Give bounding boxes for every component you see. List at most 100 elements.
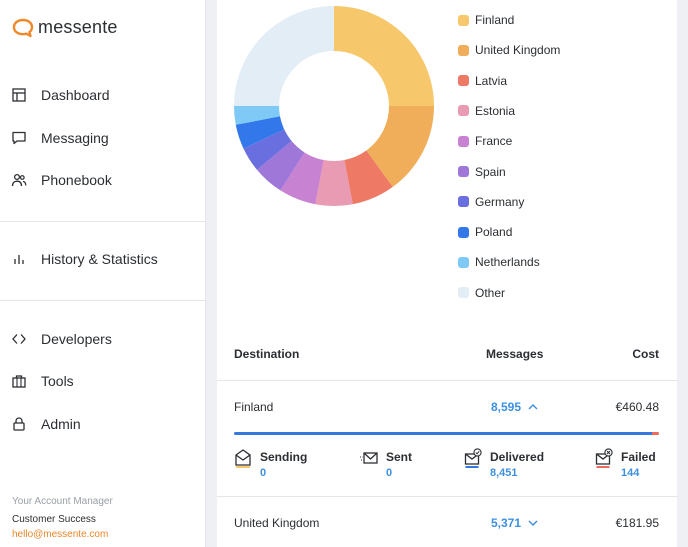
legend-item-netherlands[interactable]: Netherlands [458, 254, 540, 270]
row-divider [217, 380, 677, 381]
legend-label: Germany [475, 194, 525, 209]
donut-slice-netherlands[interactable] [234, 106, 280, 125]
legend-swatch [458, 135, 469, 147]
sidebar-item-label: Admin [41, 416, 81, 432]
legend-swatch [458, 14, 469, 26]
messages-count: 8,595 [491, 400, 522, 414]
donut-slice-poland[interactable] [235, 116, 285, 149]
envelope-sending-icon [235, 449, 251, 468]
sidebar-item-label: History & Statistics [41, 251, 158, 267]
legend-label: Poland [475, 225, 513, 240]
status-value: 144 [621, 467, 640, 479]
sidebar-item-developers[interactable]: Developers [0, 321, 205, 357]
lock-icon [13, 417, 25, 431]
envelope-failed-icon [595, 448, 613, 468]
column-header-cost: Cost [632, 347, 659, 361]
legend-item-france[interactable]: France [458, 133, 512, 149]
messages-count-toggle[interactable]: 8,595 [491, 400, 539, 414]
legend-item-spain[interactable]: Spain [458, 164, 506, 180]
dashboard-icon [12, 88, 26, 102]
legend-item-germany[interactable]: Germany [458, 194, 524, 210]
status-label: Sending [260, 450, 308, 464]
progress-failed-fill [651, 432, 659, 435]
legend-label: Spain [475, 164, 506, 179]
status-label: Sent [386, 450, 413, 464]
donut-slice-france[interactable] [280, 152, 324, 205]
legend-swatch [458, 166, 469, 177]
chevron-up-icon [528, 404, 538, 410]
sidebar-item-admin[interactable]: Admin [0, 406, 205, 442]
legend-item-other[interactable]: Other [458, 285, 505, 301]
legend-swatch [458, 44, 469, 56]
status-label: Delivered [490, 450, 545, 464]
row-divider [217, 496, 677, 497]
briefcase-icon [12, 375, 26, 388]
legend-item-latvia[interactable]: Latvia [458, 73, 507, 89]
sidebar-item-tools[interactable]: Tools [0, 363, 205, 399]
sidebar-item-label: Developers [41, 331, 112, 347]
progress-delivered-fill [234, 432, 652, 435]
sidebar-item-label: Tools [41, 373, 74, 389]
sidebar-item-phonebook[interactable]: Phonebook [0, 162, 205, 198]
messente-logo[interactable]: messente [12, 17, 118, 38]
legend-label: Latvia [475, 73, 508, 88]
sidebar-divider [0, 300, 205, 301]
legend-swatch [458, 256, 469, 268]
legend-item-finland[interactable]: Finland [458, 12, 514, 28]
destination-country: United Kingdom [234, 516, 320, 530]
sidebar-divider [0, 221, 205, 222]
legend-swatch [458, 196, 469, 208]
chevron-down-icon [528, 520, 538, 526]
legend-swatch [458, 226, 469, 238]
status-value: 0 [260, 467, 267, 479]
envelope-delivered-icon [464, 448, 482, 468]
legend-label: Netherlands [475, 255, 540, 270]
legend-label: United Kingdom [475, 43, 561, 58]
donut-slice-other[interactable] [234, 6, 334, 106]
cost-value: €460.48 [615, 400, 659, 414]
sidebar-item-label: Dashboard [41, 87, 110, 103]
donut-slice-finland[interactable] [334, 6, 434, 106]
main-content: Finland United Kingdom Latvia Estonia France… [217, 0, 677, 547]
column-header-destination: Destination [234, 347, 300, 361]
account-manager-email-link[interactable]: hello@messente.com [12, 529, 109, 540]
destination-country: Finland [234, 400, 274, 414]
account-manager-name: Customer Success [12, 514, 96, 525]
cost-value: €181.95 [615, 516, 659, 530]
sidebar-item-history-statistics[interactable]: History & Statistics [0, 241, 205, 277]
legend-label: Finland [475, 13, 515, 27]
legend-item-united-kingdom[interactable]: United Kingdom [458, 42, 560, 58]
donut-slice-estonia[interactable] [315, 160, 353, 206]
envelope-sent-icon [360, 452, 378, 464]
legend-item-poland[interactable]: Poland [458, 224, 512, 240]
legend-swatch [458, 287, 469, 299]
messages-count-toggle[interactable]: 5,371 [491, 516, 539, 530]
bar-chart-icon [14, 255, 24, 264]
code-icon [12, 334, 26, 344]
account-manager-title: Your Account Manager [12, 496, 113, 507]
donut-slice-latvia[interactable] [344, 150, 393, 205]
status-label: Failed [621, 450, 656, 464]
destination-donut-chart [234, 6, 434, 206]
donut-slice-spain[interactable] [256, 141, 305, 191]
donut-slice-united-kingdom[interactable] [366, 106, 434, 187]
legend-label: Estonia [475, 103, 516, 118]
chat-bubble-icon [12, 131, 26, 145]
column-header-messages: Messages [486, 347, 544, 361]
delivery-progress-bar [234, 432, 659, 435]
sidebar-item-messaging[interactable]: Messaging [0, 120, 205, 156]
legend-swatch [458, 75, 469, 87]
sidebar-item-dashboard[interactable]: Dashboard [0, 77, 205, 113]
status-value: 8,451 [490, 467, 518, 479]
messages-count: 5,371 [491, 516, 522, 530]
sidebar-item-label: Phonebook [41, 172, 112, 188]
legend-item-estonia[interactable]: Estonia [458, 103, 515, 119]
legend-label: Other [475, 285, 506, 300]
sidebar: messente Dashboard Messaging Phonebook H… [0, 0, 206, 547]
donut-slice-germany[interactable] [243, 129, 292, 170]
status-value: 0 [386, 467, 393, 479]
logo-text: messente [38, 17, 118, 37]
sidebar-item-label: Messaging [41, 130, 109, 146]
legend-swatch [458, 105, 469, 117]
people-icon [11, 173, 27, 187]
